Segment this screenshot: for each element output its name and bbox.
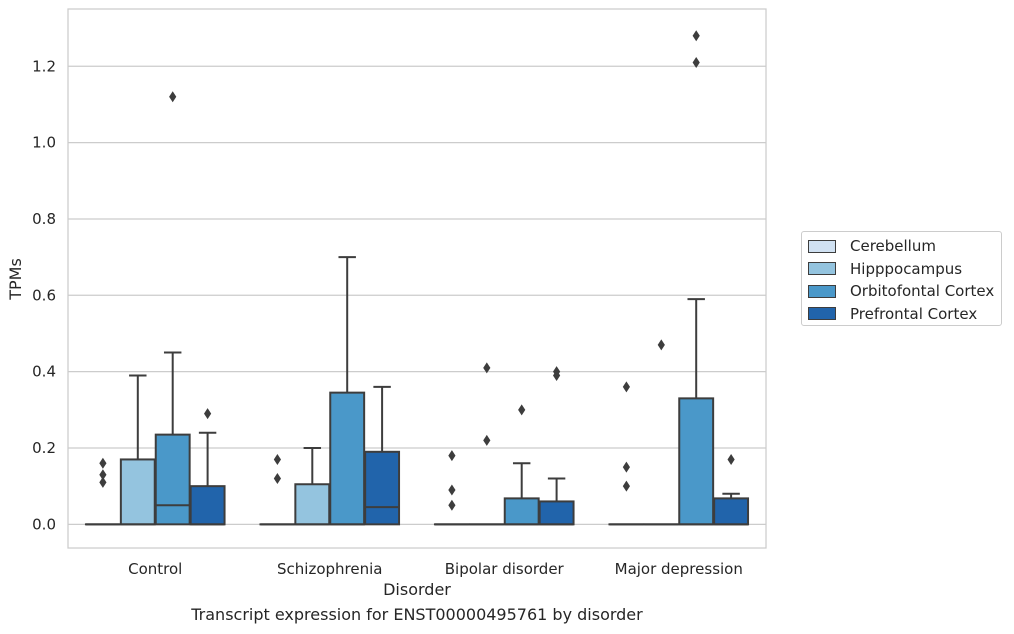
outlier-point	[622, 461, 630, 473]
y-axis-title: TPMs	[6, 258, 25, 301]
box-cerebellum-control	[84, 457, 121, 526]
legend-label: Cerebellum	[850, 237, 936, 255]
box-prefrontal-cortex-control	[189, 408, 226, 526]
outlier-point	[727, 453, 735, 465]
box-hipppocampus-major-depression	[643, 339, 680, 526]
box-body	[189, 485, 226, 526]
y-tick-label: 0.8	[32, 210, 56, 228]
legend-item-cerebellum: Cerebellum	[808, 237, 936, 255]
x-tick-label: Major depression	[615, 560, 743, 578]
box-hipppocampus-schizophrenia	[294, 446, 331, 526]
outlier-point	[692, 56, 700, 68]
outlier-point	[273, 453, 281, 465]
box-prefrontal-cortex-schizophrenia	[364, 385, 401, 526]
legend-label: Orbitofontal Cortex	[850, 282, 995, 300]
box-orbitofontal-cortex-control	[154, 91, 191, 526]
box-orbitofontal-cortex-schizophrenia	[329, 256, 366, 526]
box-body	[119, 458, 156, 526]
legend: Cerebellum Hipppocampus Orbitofontal Corte…	[801, 231, 1002, 326]
box-cerebellum-schizophrenia	[259, 453, 296, 526]
box-orbitofontal-cortex-major-depression	[678, 30, 715, 526]
y-tick-label: 0.6	[32, 286, 56, 304]
outlier-point	[622, 480, 630, 492]
y-tick-label: 0.0	[32, 515, 56, 533]
chart-caption: Transcript expression for ENST0000049576…	[191, 605, 643, 624]
y-tick-label: 1.0	[32, 134, 56, 152]
outlier-point	[448, 484, 456, 496]
outlier-point	[622, 381, 630, 393]
outlier-point	[169, 91, 177, 103]
box-orbitofontal-cortex-bipolar-disorder	[503, 404, 540, 526]
y-tick-label: 0.4	[32, 363, 56, 381]
y-tick-label: 1.2	[32, 57, 56, 75]
outlier-point	[657, 339, 665, 351]
outlier-point	[448, 499, 456, 511]
outlier-point	[483, 434, 491, 446]
outlier-point	[518, 404, 526, 416]
outlier-point	[483, 362, 491, 374]
legend-swatch	[808, 307, 836, 320]
box-body	[154, 433, 191, 526]
outlier-point	[99, 457, 107, 469]
plot-frame	[67, 8, 767, 549]
box-hipppocampus-control	[119, 374, 156, 526]
x-tick-labels: Control Schizophrenia Bipolar disorder Majo…	[128, 560, 743, 578]
x-tick-label: Bipolar disorder	[445, 560, 565, 578]
outlier-point	[204, 408, 212, 420]
legend-label: Hipppocampus	[850, 259, 963, 278]
legend-swatch	[808, 239, 836, 253]
legend-swatch	[808, 262, 836, 275]
outlier-point	[273, 473, 281, 485]
box-body	[538, 500, 575, 526]
x-axis-title: Disorder	[383, 580, 451, 599]
boxes	[84, 30, 750, 526]
outlier-point	[553, 366, 561, 378]
box-body	[713, 497, 750, 526]
box-body	[294, 483, 331, 526]
box-body	[364, 450, 401, 526]
y-tick-label: 0.2	[32, 439, 56, 457]
box-body	[503, 497, 540, 526]
y-tick-labels: 0.0 0.2 0.4 0.6 0.8 1.0 1.2	[32, 57, 56, 533]
outlier-point	[99, 476, 107, 488]
x-tick-label: Schizophrenia	[277, 560, 382, 578]
outlier-point	[99, 469, 107, 481]
box-hipppocampus-bipolar-disorder	[468, 362, 505, 526]
outlier-point	[448, 450, 456, 462]
outlier-point	[692, 30, 700, 42]
box-body	[329, 391, 366, 526]
legend-item-hipppocampus: Hipppocampus	[808, 260, 962, 278]
box-cerebellum-bipolar-disorder	[433, 450, 470, 526]
box-prefrontal-cortex-major-depression	[713, 453, 750, 526]
legend-item-orbitofontal-cortex: Orbitofontal Cortex	[808, 282, 994, 300]
legend-swatch	[808, 284, 836, 298]
x-tick-label: Control	[128, 560, 182, 578]
box-body	[678, 397, 715, 526]
box-prefrontal-cortex-bipolar-disorder	[538, 366, 575, 526]
legend-item-prefrontal-cortex: Prefrontal Cortex	[808, 305, 977, 323]
box-cerebellum-major-depression	[608, 381, 645, 526]
legend-label: Prefrontal Cortex	[850, 304, 978, 323]
